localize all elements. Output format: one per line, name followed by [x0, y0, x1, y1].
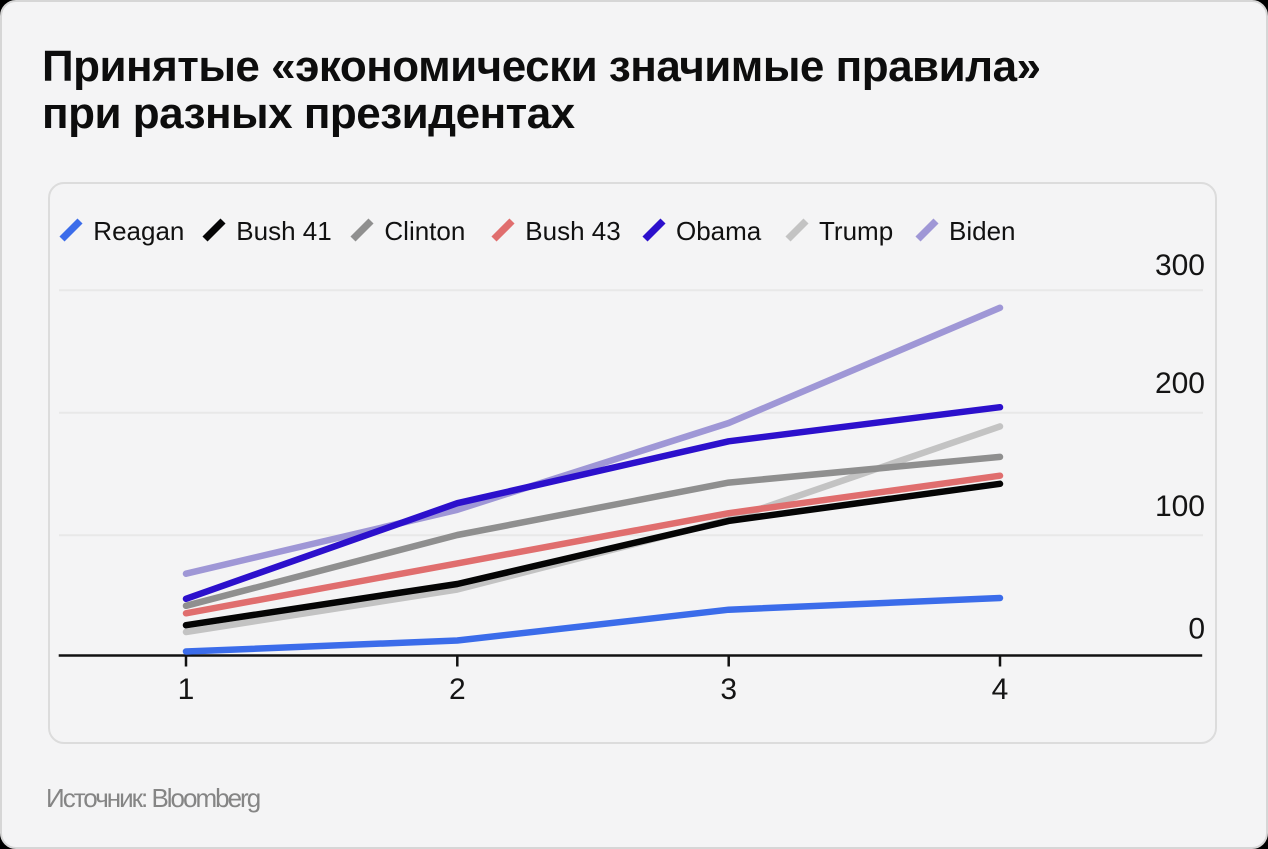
- svg-text:4: 4: [992, 673, 1009, 706]
- svg-text:100: 100: [1155, 490, 1205, 523]
- svg-text:300: 300: [1155, 249, 1205, 282]
- svg-text:200: 200: [1155, 367, 1205, 400]
- svg-text:1: 1: [178, 673, 195, 706]
- svg-text:3: 3: [720, 673, 737, 706]
- svg-text:0: 0: [1188, 613, 1205, 646]
- svg-text:2: 2: [449, 673, 466, 706]
